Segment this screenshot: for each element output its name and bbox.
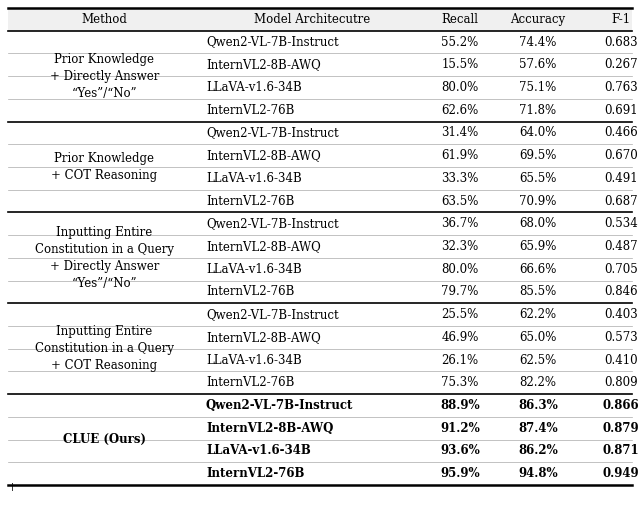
Text: 36.7%: 36.7% bbox=[442, 217, 479, 230]
Text: InternVL2-8B-AWQ: InternVL2-8B-AWQ bbox=[206, 149, 321, 162]
Text: InternVL2-8B-AWQ: InternVL2-8B-AWQ bbox=[206, 422, 333, 435]
Text: †: † bbox=[10, 483, 268, 492]
Text: LLaVA-v1.6-34B: LLaVA-v1.6-34B bbox=[206, 81, 301, 94]
Text: Inputting Entire
Constitution in a Query
+ COT Reasoning: Inputting Entire Constitution in a Query… bbox=[35, 325, 174, 372]
Text: InternVL2-8B-AWQ: InternVL2-8B-AWQ bbox=[206, 331, 321, 344]
Text: 0.687: 0.687 bbox=[604, 194, 638, 207]
Text: LLaVA-v1.6-34B: LLaVA-v1.6-34B bbox=[206, 172, 301, 185]
Text: 75.1%: 75.1% bbox=[520, 81, 557, 94]
Text: 86.3%: 86.3% bbox=[518, 399, 558, 412]
Text: 33.3%: 33.3% bbox=[442, 172, 479, 185]
Text: 0.683: 0.683 bbox=[604, 36, 638, 49]
Text: 0.763: 0.763 bbox=[604, 81, 638, 94]
Text: Recall: Recall bbox=[442, 13, 479, 26]
Text: InternVL2-76B: InternVL2-76B bbox=[206, 104, 294, 117]
Text: 0.705: 0.705 bbox=[604, 263, 638, 276]
Text: InternVL2-8B-AWQ: InternVL2-8B-AWQ bbox=[206, 58, 321, 71]
Text: Qwen2-VL-7B-Instruct: Qwen2-VL-7B-Instruct bbox=[206, 399, 353, 412]
Text: 79.7%: 79.7% bbox=[442, 285, 479, 298]
Text: 0.487: 0.487 bbox=[604, 240, 638, 253]
Text: 0.809: 0.809 bbox=[604, 376, 638, 389]
Text: 82.2%: 82.2% bbox=[520, 376, 557, 389]
Text: 0.871: 0.871 bbox=[603, 445, 639, 458]
Text: 0.670: 0.670 bbox=[604, 149, 638, 162]
Text: 80.0%: 80.0% bbox=[442, 263, 479, 276]
Text: 74.4%: 74.4% bbox=[519, 36, 557, 49]
Text: 62.2%: 62.2% bbox=[520, 308, 557, 321]
Text: 70.9%: 70.9% bbox=[519, 194, 557, 207]
Text: 65.0%: 65.0% bbox=[519, 331, 557, 344]
Text: 0.410: 0.410 bbox=[604, 354, 638, 367]
Text: Model Architecutre: Model Architecutre bbox=[254, 13, 370, 26]
Text: InternVL2-8B-AWQ: InternVL2-8B-AWQ bbox=[206, 240, 321, 253]
Text: 64.0%: 64.0% bbox=[519, 127, 557, 140]
Text: 62.6%: 62.6% bbox=[442, 104, 479, 117]
Text: 71.8%: 71.8% bbox=[520, 104, 557, 117]
Text: 62.5%: 62.5% bbox=[520, 354, 557, 367]
Text: InternVL2-76B: InternVL2-76B bbox=[206, 467, 305, 480]
Text: InternVL2-76B: InternVL2-76B bbox=[206, 376, 294, 389]
Text: CLUE (Ours): CLUE (Ours) bbox=[63, 433, 146, 446]
Text: 0.691: 0.691 bbox=[604, 104, 638, 117]
Text: 95.9%: 95.9% bbox=[440, 467, 480, 480]
Text: Prior Knowledge
+ Directly Answer
“Yes”/“No”: Prior Knowledge + Directly Answer “Yes”/… bbox=[50, 53, 159, 100]
Text: LLaVA-v1.6-34B: LLaVA-v1.6-34B bbox=[206, 445, 311, 458]
Text: 69.5%: 69.5% bbox=[519, 149, 557, 162]
Text: 86.2%: 86.2% bbox=[518, 445, 558, 458]
Bar bbox=[8, 8, 632, 31]
Text: 0.466: 0.466 bbox=[604, 127, 638, 140]
Text: 0.949: 0.949 bbox=[603, 467, 639, 480]
Text: Qwen2-VL-7B-Instruct: Qwen2-VL-7B-Instruct bbox=[206, 217, 339, 230]
Text: F-1: F-1 bbox=[611, 13, 630, 26]
Text: 65.9%: 65.9% bbox=[519, 240, 557, 253]
Text: 66.6%: 66.6% bbox=[519, 263, 557, 276]
Text: LLaVA-v1.6-34B: LLaVA-v1.6-34B bbox=[206, 263, 301, 276]
Text: Qwen2-VL-7B-Instruct: Qwen2-VL-7B-Instruct bbox=[206, 308, 339, 321]
Text: Inputting Entire
Constitution in a Query
+ Directly Answer
“Yes”/“No”: Inputting Entire Constitution in a Query… bbox=[35, 226, 174, 290]
Text: 0.866: 0.866 bbox=[603, 399, 639, 412]
Text: 0.491: 0.491 bbox=[604, 172, 638, 185]
Text: Qwen2-VL-7B-Instruct: Qwen2-VL-7B-Instruct bbox=[206, 127, 339, 140]
Text: Qwen2-VL-7B-Instruct: Qwen2-VL-7B-Instruct bbox=[206, 36, 339, 49]
Text: 26.1%: 26.1% bbox=[442, 354, 479, 367]
Text: 80.0%: 80.0% bbox=[442, 81, 479, 94]
Text: 57.6%: 57.6% bbox=[519, 58, 557, 71]
Text: 0.846: 0.846 bbox=[604, 285, 638, 298]
Text: 32.3%: 32.3% bbox=[442, 240, 479, 253]
Text: 63.5%: 63.5% bbox=[442, 194, 479, 207]
Text: LLaVA-v1.6-34B: LLaVA-v1.6-34B bbox=[206, 354, 301, 367]
Text: 0.403: 0.403 bbox=[604, 308, 638, 321]
Text: Method: Method bbox=[81, 13, 127, 26]
Text: 85.5%: 85.5% bbox=[520, 285, 557, 298]
Text: 91.2%: 91.2% bbox=[440, 422, 480, 435]
Text: 68.0%: 68.0% bbox=[520, 217, 557, 230]
Text: 87.4%: 87.4% bbox=[518, 422, 558, 435]
Text: 0.879: 0.879 bbox=[603, 422, 639, 435]
Text: 0.534: 0.534 bbox=[604, 217, 638, 230]
Text: 75.3%: 75.3% bbox=[442, 376, 479, 389]
Text: 31.4%: 31.4% bbox=[442, 127, 479, 140]
Text: 88.9%: 88.9% bbox=[440, 399, 480, 412]
Text: 46.9%: 46.9% bbox=[442, 331, 479, 344]
Text: InternVL2-76B: InternVL2-76B bbox=[206, 194, 294, 207]
Text: Accuracy: Accuracy bbox=[511, 13, 566, 26]
Text: 94.8%: 94.8% bbox=[518, 467, 558, 480]
Text: 55.2%: 55.2% bbox=[442, 36, 479, 49]
Text: 15.5%: 15.5% bbox=[442, 58, 479, 71]
Text: 93.6%: 93.6% bbox=[440, 445, 480, 458]
Text: 25.5%: 25.5% bbox=[442, 308, 479, 321]
Text: 65.5%: 65.5% bbox=[519, 172, 557, 185]
Text: 61.9%: 61.9% bbox=[442, 149, 479, 162]
Text: Prior Knowledge
+ COT Reasoning: Prior Knowledge + COT Reasoning bbox=[51, 152, 157, 182]
Text: 0.267: 0.267 bbox=[604, 58, 638, 71]
Text: InternVL2-76B: InternVL2-76B bbox=[206, 285, 294, 298]
Text: 0.573: 0.573 bbox=[604, 331, 638, 344]
